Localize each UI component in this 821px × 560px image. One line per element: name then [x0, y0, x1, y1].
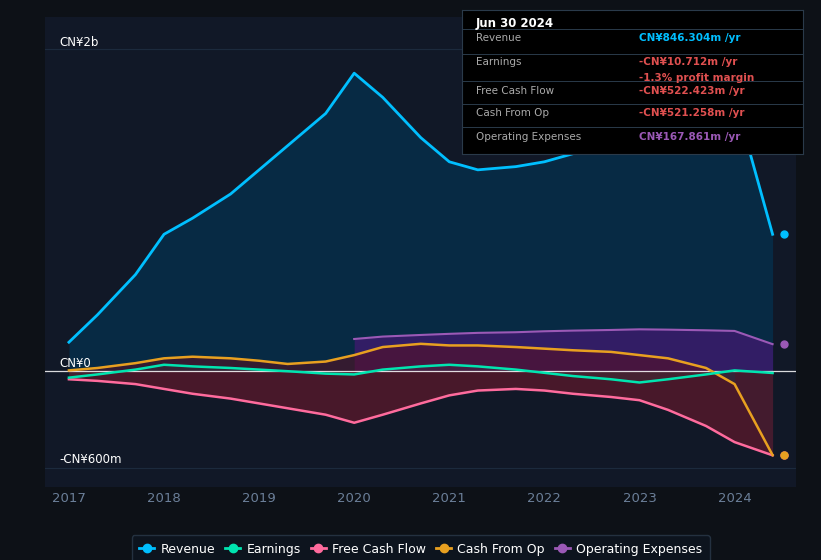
Text: CN¥846.304m /yr: CN¥846.304m /yr: [640, 32, 741, 43]
Text: -CN¥522.423m /yr: -CN¥522.423m /yr: [640, 86, 745, 96]
Text: Cash From Op: Cash From Op: [476, 109, 549, 119]
Text: -CN¥600m: -CN¥600m: [59, 453, 122, 466]
Text: Jun 30 2024: Jun 30 2024: [476, 17, 554, 30]
Text: CN¥167.861m /yr: CN¥167.861m /yr: [640, 132, 741, 142]
Text: -CN¥521.258m /yr: -CN¥521.258m /yr: [640, 109, 745, 119]
Text: Earnings: Earnings: [476, 57, 521, 67]
Text: CN¥0: CN¥0: [59, 357, 91, 370]
Text: -CN¥10.712m /yr: -CN¥10.712m /yr: [640, 57, 738, 67]
Legend: Revenue, Earnings, Free Cash Flow, Cash From Op, Operating Expenses: Revenue, Earnings, Free Cash Flow, Cash …: [132, 535, 709, 560]
Text: Revenue: Revenue: [476, 32, 521, 43]
Text: CN¥2b: CN¥2b: [59, 36, 99, 49]
Text: Operating Expenses: Operating Expenses: [476, 132, 581, 142]
Text: Free Cash Flow: Free Cash Flow: [476, 86, 554, 96]
Text: -1.3% profit margin: -1.3% profit margin: [640, 73, 754, 83]
